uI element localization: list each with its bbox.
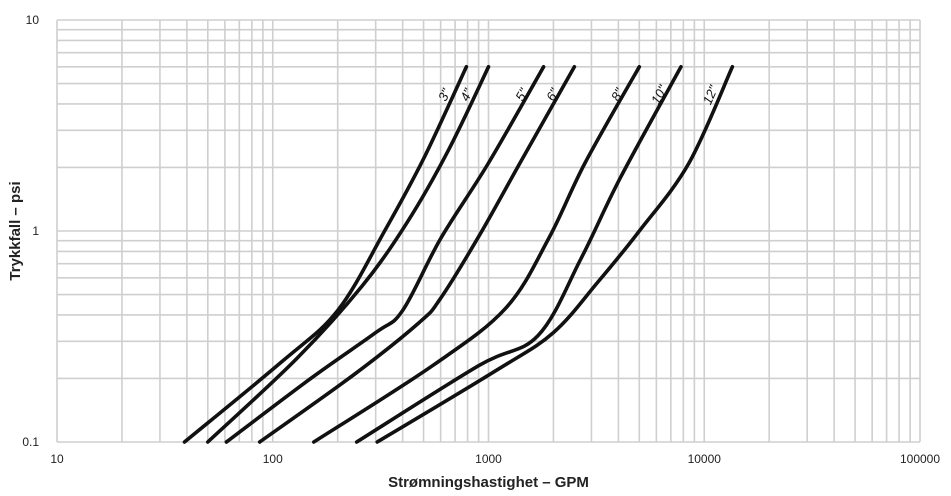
x-tick-label: 100 xyxy=(263,452,283,466)
curves xyxy=(182,65,735,444)
curve-6in xyxy=(257,65,577,444)
curve-label: 10" xyxy=(648,81,671,106)
curve-5in xyxy=(224,65,546,444)
y-tick-label: 0.1 xyxy=(22,435,39,449)
curve-3in xyxy=(182,65,469,444)
x-tick-label: 1000 xyxy=(475,452,502,466)
curve-8in xyxy=(312,65,642,444)
x-tick-label: 100000 xyxy=(900,452,940,466)
curve-12in xyxy=(375,65,735,444)
x-tick-labels: 10 100 1000 10000 100000 xyxy=(50,452,940,466)
x-tick-label: 10000 xyxy=(688,452,722,466)
y-tick-labels: 0.1 1 10 xyxy=(22,13,39,449)
grid xyxy=(56,19,921,443)
curve-4in xyxy=(206,65,491,444)
x-tick-label: 10 xyxy=(50,452,64,466)
y-tick-label: 1 xyxy=(32,224,39,238)
y-tick-label: 10 xyxy=(26,13,40,27)
curve-10in xyxy=(354,65,683,444)
curve-label: 5" xyxy=(512,85,532,104)
x-axis-title: Strømningshastighet – GPM xyxy=(388,474,589,491)
y-axis-title: Trykkfall – psi xyxy=(7,181,24,280)
